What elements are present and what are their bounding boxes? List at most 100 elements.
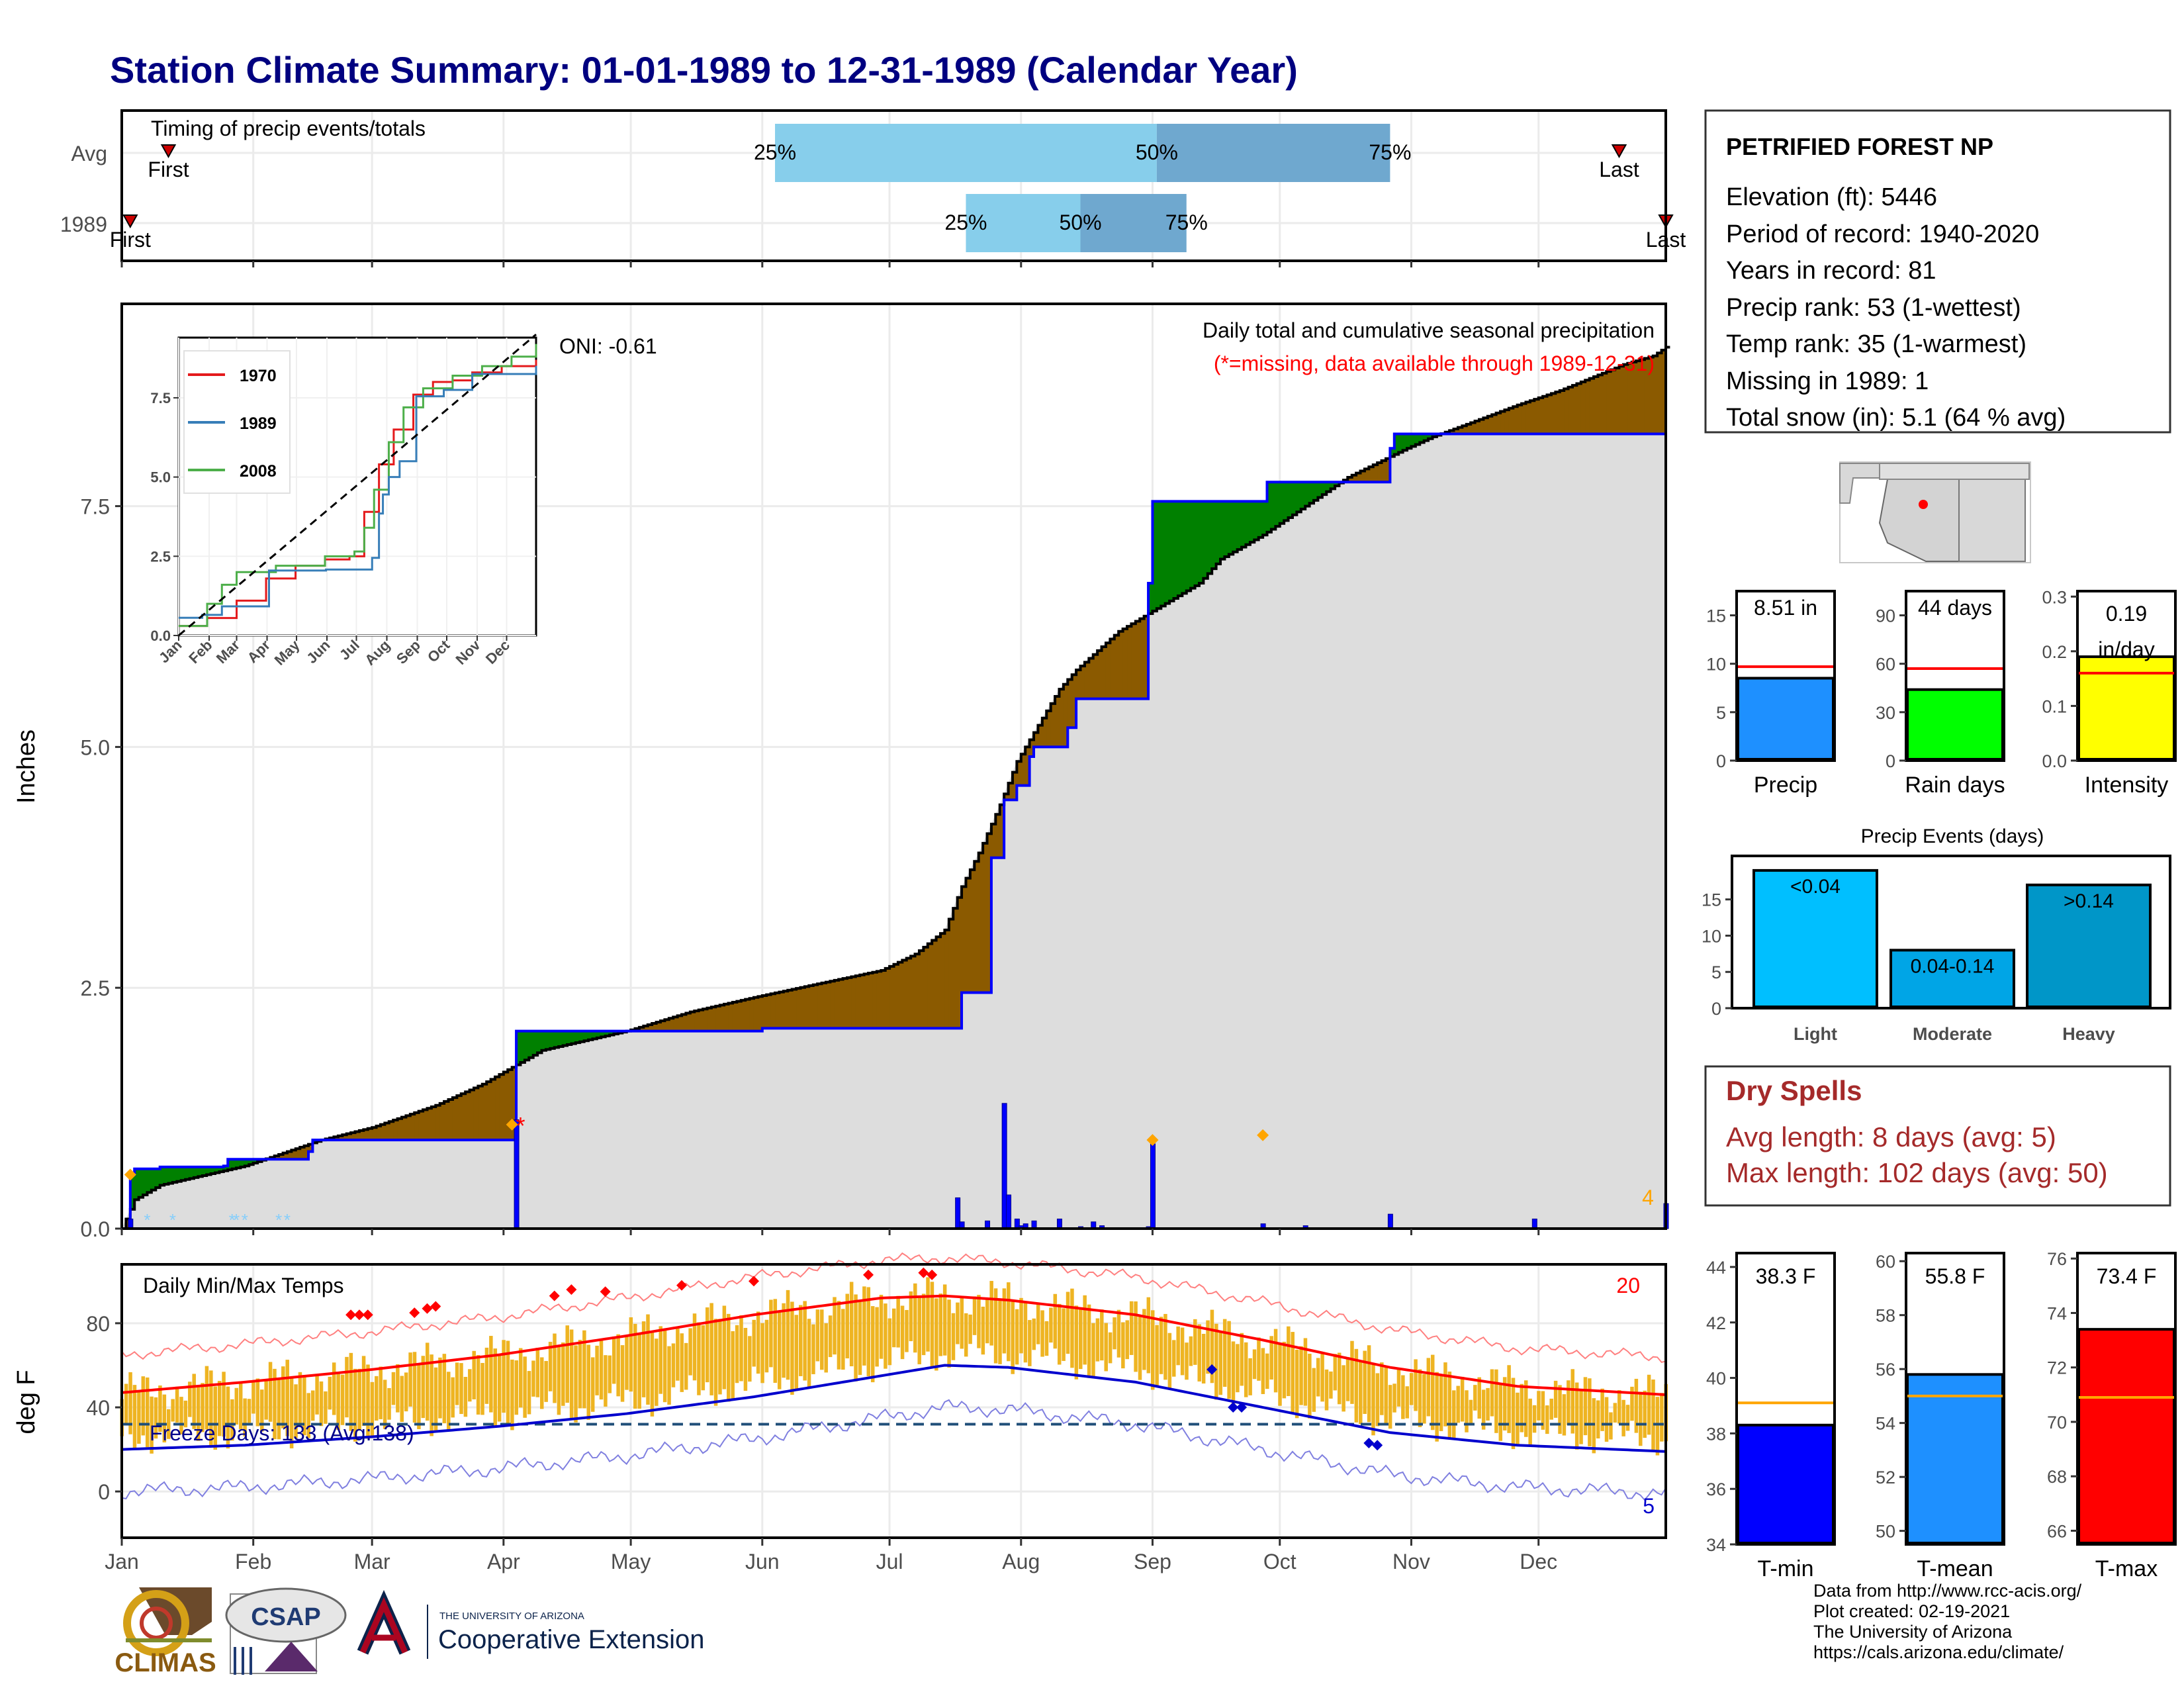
station-name: PETRIFIED FOREST NP — [1726, 133, 1993, 160]
summary-ytick-label: 68 — [2047, 1467, 2067, 1487]
daily-temp-bar — [1240, 1333, 1244, 1386]
above-average-fill — [156, 1168, 161, 1188]
below-average-fill — [431, 1106, 437, 1141]
daily-temp-bar — [489, 1336, 493, 1413]
daily-temp-bar — [447, 1372, 451, 1432]
daily-temp-bar — [1447, 1371, 1452, 1440]
daily-temp-bar — [1604, 1397, 1609, 1442]
daily-temp-bar — [1079, 1307, 1083, 1370]
daily-temp-bar — [1057, 1303, 1062, 1365]
below-average-fill — [1360, 471, 1365, 483]
daily-temp-bar — [1231, 1341, 1236, 1407]
daily-temp-bar — [1345, 1357, 1350, 1401]
events-title: Precip Events (days) — [1861, 825, 2044, 847]
daily-temp-bar — [905, 1309, 909, 1352]
below-average-fill — [1457, 427, 1463, 434]
daily-temp-bar — [476, 1355, 480, 1415]
above-average-fill — [1263, 501, 1268, 536]
daily-temp-bar — [1634, 1378, 1639, 1433]
daily-temp-bar — [1371, 1363, 1375, 1436]
university-of-arizona-logo: THE UNIVERSITY OF ARIZONA Cooperative Ex… — [357, 1589, 704, 1659]
summary-ytick-label: 10 — [1706, 655, 1726, 675]
daily-temp-bar — [646, 1314, 650, 1405]
below-average-fill — [452, 1098, 458, 1141]
daily-temp-bar — [361, 1356, 366, 1427]
daily-temp-bar — [680, 1333, 684, 1392]
daily-temp-bar — [247, 1399, 251, 1423]
timing-avg-last-label: Last — [1599, 158, 1639, 181]
daily-temp-bar — [404, 1372, 408, 1412]
below-average-fill — [406, 1115, 411, 1141]
summary-ytick-label: 56 — [1876, 1360, 1895, 1380]
above-average-fill — [1199, 501, 1205, 584]
below-average-fill — [839, 979, 844, 1029]
below-average-fill — [1050, 703, 1056, 747]
above-average-fill — [1292, 482, 1298, 515]
daily-precip-bar — [1006, 1194, 1012, 1229]
trace-marker: * — [284, 1210, 291, 1230]
daily-temp-bar — [1095, 1318, 1100, 1362]
daily-temp-bar — [1562, 1394, 1567, 1436]
daily-temp-bar — [1350, 1340, 1354, 1404]
daily-temp-bar — [1558, 1385, 1562, 1434]
below-average-fill — [762, 996, 768, 1029]
daily-temp-bar — [1414, 1359, 1418, 1411]
below-average-fill — [842, 978, 848, 1029]
precip-panel: ** * ** * * * 0.02.55.07.5 Inches Daily total… — [13, 303, 1670, 1241]
daily-temp-bar — [230, 1399, 234, 1441]
summary-ytick-label: 60 — [1876, 1252, 1895, 1272]
above-average-fill — [610, 1031, 615, 1035]
below-average-fill — [1462, 426, 1467, 434]
daily-temp-bar — [1532, 1405, 1537, 1433]
footer-line-4: https://cals.arizona.edu/climate/ — [1813, 1642, 2064, 1662]
below-average-fill — [1576, 383, 1582, 434]
below-average-fill — [1122, 628, 1128, 699]
above-average-fill — [1152, 501, 1158, 612]
daily-temp-bar — [561, 1342, 565, 1406]
below-average-fill — [287, 1151, 293, 1160]
below-average-fill — [1140, 618, 1145, 699]
daily-temp-bar — [756, 1311, 760, 1374]
daily-temp-bar — [1201, 1333, 1206, 1384]
below-average-fill — [1623, 364, 1629, 434]
below-average-fill — [682, 1014, 687, 1031]
daily-temp-bar — [1498, 1383, 1503, 1441]
daily-temp-bar — [1516, 1392, 1520, 1447]
daily-temp-bar — [128, 1372, 132, 1434]
daily-temp-bar — [340, 1374, 345, 1425]
station-info-box: PETRIFIED FOREST NP Elevation (ft): 5446… — [1704, 109, 2171, 434]
above-average-fill — [614, 1031, 619, 1035]
daily-temp-bar — [1087, 1304, 1091, 1378]
daily-temp-bar — [1116, 1309, 1121, 1358]
daily-temp-bar — [433, 1367, 438, 1432]
daily-temp-bar — [201, 1383, 205, 1432]
below-average-fill — [1080, 666, 1085, 699]
daily-temp-bar — [565, 1325, 569, 1403]
summary-ytick-label: 54 — [1876, 1414, 1895, 1434]
below-average-fill — [1377, 462, 1383, 483]
below-average-fill — [872, 972, 878, 1029]
below-average-fill — [1500, 411, 1506, 434]
above-average-fill — [605, 1031, 610, 1036]
above-average-fill — [164, 1166, 169, 1185]
summary-value-label: 73.4 F — [2097, 1264, 2157, 1288]
daily-temp-bar — [1206, 1320, 1210, 1374]
below-average-fill — [1046, 710, 1052, 747]
precip-ytick-label: 2.5 — [81, 976, 110, 1000]
above-average-fill — [219, 1166, 224, 1172]
daily-temp-bar — [947, 1299, 951, 1368]
daily-temp-bar — [1044, 1321, 1049, 1356]
trace-marker: * — [229, 1210, 236, 1230]
below-average-fill — [749, 998, 754, 1031]
daily-temp-bar — [1588, 1378, 1592, 1446]
daily-temp-bar — [760, 1323, 764, 1383]
daily-temp-bar — [285, 1360, 289, 1436]
daily-temp-bar — [281, 1366, 285, 1429]
below-average-fill — [355, 1131, 360, 1141]
below-average-fill — [334, 1137, 339, 1141]
below-average-fill — [1529, 400, 1535, 434]
daily-temp-bar — [145, 1377, 150, 1448]
daily-temp-bar — [1583, 1377, 1588, 1436]
below-average-fill — [817, 984, 823, 1029]
below-average-fill — [855, 976, 861, 1029]
